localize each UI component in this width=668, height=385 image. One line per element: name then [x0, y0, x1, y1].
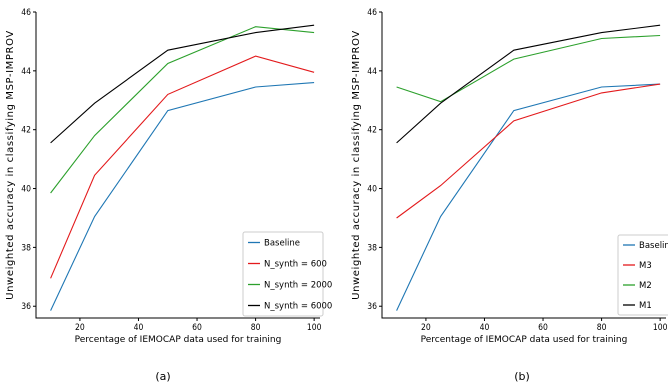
chart-panel-b: 20 40 60 80 100 36 38 40 42 44 46 Percentage of IEM…	[351, 8, 668, 383]
legend-label: M3	[639, 261, 652, 271]
series-line-m1	[396, 24, 661, 144]
legend-label: M2	[639, 281, 652, 291]
panel-label: (b)	[514, 370, 530, 383]
y-tick-label: 42	[21, 126, 31, 136]
y-tick-label: 44	[367, 67, 377, 77]
legend-box	[242, 231, 324, 317]
series-line-baseline	[396, 83, 661, 311]
y-axis-title: Unweighted accuracy in classifying MSP-I…	[5, 30, 16, 300]
y-tick-label: 46	[21, 8, 31, 18]
x-tick-label: 60	[538, 323, 548, 333]
legend-label: N_synth = 6000	[264, 302, 332, 312]
x-tick-label: 100	[307, 323, 322, 333]
legend-label: Baseline	[639, 241, 668, 251]
x-axis-title: Percentage of IEMOCAP data used for trai…	[75, 335, 282, 345]
legend-label: Baseline	[264, 239, 300, 249]
x-tick-label: 40	[134, 323, 144, 333]
series-line-baseline	[50, 82, 315, 311]
axes-frame	[35, 12, 320, 319]
legend-label: M1	[639, 301, 652, 311]
legend: Baseline N_synth = 600 N_synth = 2000 N_syn…	[242, 231, 332, 317]
axes-frame	[381, 12, 666, 319]
y-tick-label: 42	[367, 126, 377, 136]
x-tick-label: 60	[192, 323, 202, 333]
x-tick-label: 100	[653, 323, 668, 333]
legend-label: N_synth = 2000	[264, 281, 332, 291]
series-line-m2	[396, 34, 661, 103]
y-tick-label: 38	[21, 243, 31, 253]
y-tick-label: 46	[367, 8, 377, 18]
x-tick-label: 80	[251, 323, 261, 333]
legend-box	[617, 234, 668, 316]
y-tick-label: 40	[367, 185, 377, 195]
x-tick-label: 80	[597, 323, 607, 333]
x-axis-title: Percentage of IEMOCAP data used for trai…	[421, 335, 628, 345]
x-tick-label: 20	[75, 323, 85, 333]
series-line-n-synth-2000	[50, 26, 315, 194]
x-tick-label: 20	[421, 323, 431, 333]
y-tick-label: 44	[21, 67, 31, 77]
y-tick-label: 36	[367, 302, 377, 312]
y-axis-title: Unweighted accuracy in classifying MSP-I…	[351, 30, 362, 300]
series-line-m3	[396, 83, 661, 219]
panel-label: (a)	[155, 370, 170, 383]
x-tick-label: 40	[480, 323, 490, 333]
chart-panel-a: 20 40 60 80 100 36 38 40 42 44 46 Percentage of IEM…	[5, 8, 332, 383]
legend: Baseline M3 M2 M1	[617, 234, 668, 316]
y-tick-label: 36	[21, 302, 31, 312]
series-line-n-synth-600	[50, 55, 315, 279]
legend-label: N_synth = 600	[264, 260, 327, 270]
series-line-n-synth-6000	[50, 24, 315, 144]
y-tick-label: 40	[21, 185, 31, 195]
y-tick-label: 38	[367, 243, 377, 253]
